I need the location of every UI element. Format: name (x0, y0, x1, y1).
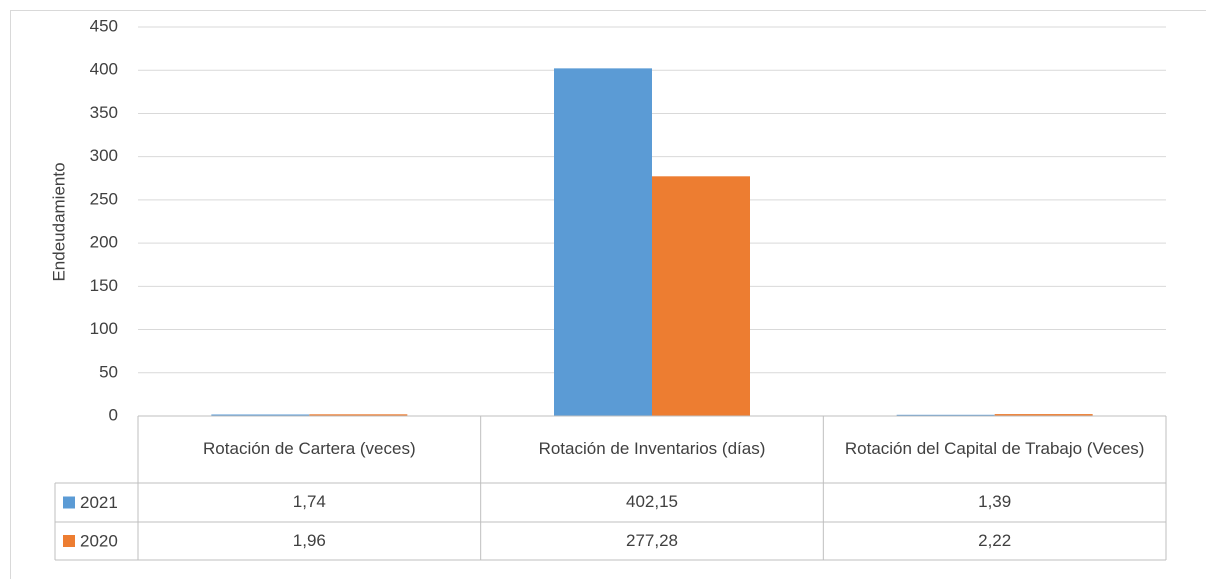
table-header-box: Rotación de Inventarios (días) (538, 439, 766, 459)
y-tick-label: 50 (99, 362, 118, 381)
table-header-box: Rotación de Cartera (veces) (203, 439, 416, 459)
legend-key (63, 535, 75, 547)
table-value-box: 1,74 (292, 492, 326, 512)
table-value: 277,28 (625, 530, 678, 550)
table-value-box: 2,22 (978, 530, 1012, 550)
bar (309, 414, 408, 416)
y-tick-label: 150 (90, 276, 118, 295)
chart-frame (10, 10, 1206, 579)
table-header: Rotación de Cartera (veces) (203, 439, 416, 459)
bar (896, 414, 995, 416)
table-header: Rotación del Capital de Trabajo (Veces) (844, 439, 1145, 459)
y-tick-label: 100 (90, 319, 118, 338)
table-value: 1,39 (978, 492, 1012, 512)
bar (211, 414, 310, 416)
bar (554, 68, 652, 416)
table-value-box: 402,15 (625, 492, 678, 512)
y-axis-label: Endeudamiento (49, 162, 68, 281)
table-value-box: 1,96 (292, 530, 326, 550)
y-tick-label: 0 (109, 405, 118, 424)
table-value-box: 1,39 (978, 492, 1012, 512)
y-tick-label: 200 (90, 233, 118, 252)
legend-key (63, 496, 75, 509)
y-tick-label: 400 (90, 60, 118, 79)
table-value-box: 277,28 (625, 530, 678, 550)
bar (994, 414, 1093, 416)
table-value: 1,96 (292, 530, 326, 550)
table-header: Rotación de Inventarios (días) (538, 439, 766, 459)
legend-label: 2021 (80, 493, 118, 512)
y-tick-label: 300 (90, 146, 118, 165)
legend-label: 2020 (80, 531, 118, 550)
y-tick-label: 450 (90, 16, 118, 35)
table-value: 402,15 (625, 492, 678, 512)
table-header-box: Rotación del Capital de Trabajo (Veces) (844, 439, 1145, 459)
table-value: 1,74 (292, 492, 326, 512)
table-value: 2,22 (978, 530, 1012, 550)
y-tick-label: 350 (90, 103, 118, 122)
y-tick-label: 250 (90, 189, 118, 208)
bar (652, 176, 750, 416)
